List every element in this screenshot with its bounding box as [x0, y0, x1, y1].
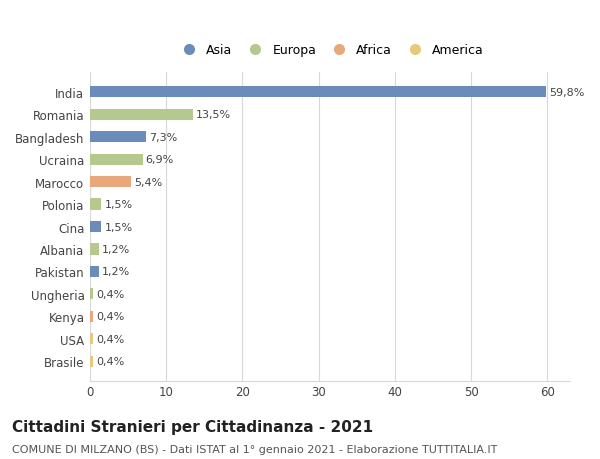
Text: 1,2%: 1,2%: [102, 245, 130, 254]
Bar: [90, 266, 99, 277]
Bar: [90, 87, 546, 98]
Text: 0,4%: 0,4%: [96, 357, 124, 366]
Text: 0,4%: 0,4%: [96, 312, 124, 322]
Text: 13,5%: 13,5%: [196, 110, 231, 120]
Bar: [90, 244, 99, 255]
Legend: Asia, Europa, Africa, America: Asia, Europa, Africa, America: [171, 39, 489, 62]
Text: 5,4%: 5,4%: [134, 177, 163, 187]
Text: 59,8%: 59,8%: [549, 88, 584, 98]
Bar: [90, 199, 101, 210]
Text: Cittadini Stranieri per Cittadinanza - 2021: Cittadini Stranieri per Cittadinanza - 2…: [12, 419, 373, 434]
Bar: [90, 221, 101, 233]
Text: 7,3%: 7,3%: [149, 133, 177, 142]
Bar: [90, 132, 146, 143]
Bar: [90, 333, 93, 345]
Text: 6,9%: 6,9%: [146, 155, 174, 165]
Text: 0,4%: 0,4%: [96, 334, 124, 344]
Text: 1,2%: 1,2%: [102, 267, 130, 277]
Bar: [90, 289, 93, 300]
Bar: [90, 177, 131, 188]
Text: 1,5%: 1,5%: [104, 200, 133, 210]
Bar: [90, 356, 93, 367]
Bar: [90, 154, 143, 165]
Bar: [90, 109, 193, 121]
Text: COMUNE DI MILZANO (BS) - Dati ISTAT al 1° gennaio 2021 - Elaborazione TUTTITALIA: COMUNE DI MILZANO (BS) - Dati ISTAT al 1…: [12, 444, 497, 454]
Text: 0,4%: 0,4%: [96, 289, 124, 299]
Bar: [90, 311, 93, 322]
Text: 1,5%: 1,5%: [104, 222, 133, 232]
